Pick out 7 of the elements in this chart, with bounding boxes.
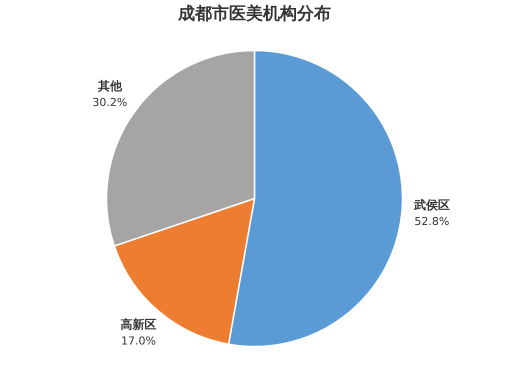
chart-title: 成都市医美机构分布 xyxy=(177,4,331,24)
slice-label: 武侯区 xyxy=(412,198,450,212)
slice-label: 其他 xyxy=(96,78,123,93)
slice-label: 高新区 xyxy=(120,317,156,332)
data-label: 17.0% xyxy=(120,334,156,348)
data-label: 52.8% xyxy=(414,215,450,228)
data-label: 30.2% xyxy=(92,96,128,109)
